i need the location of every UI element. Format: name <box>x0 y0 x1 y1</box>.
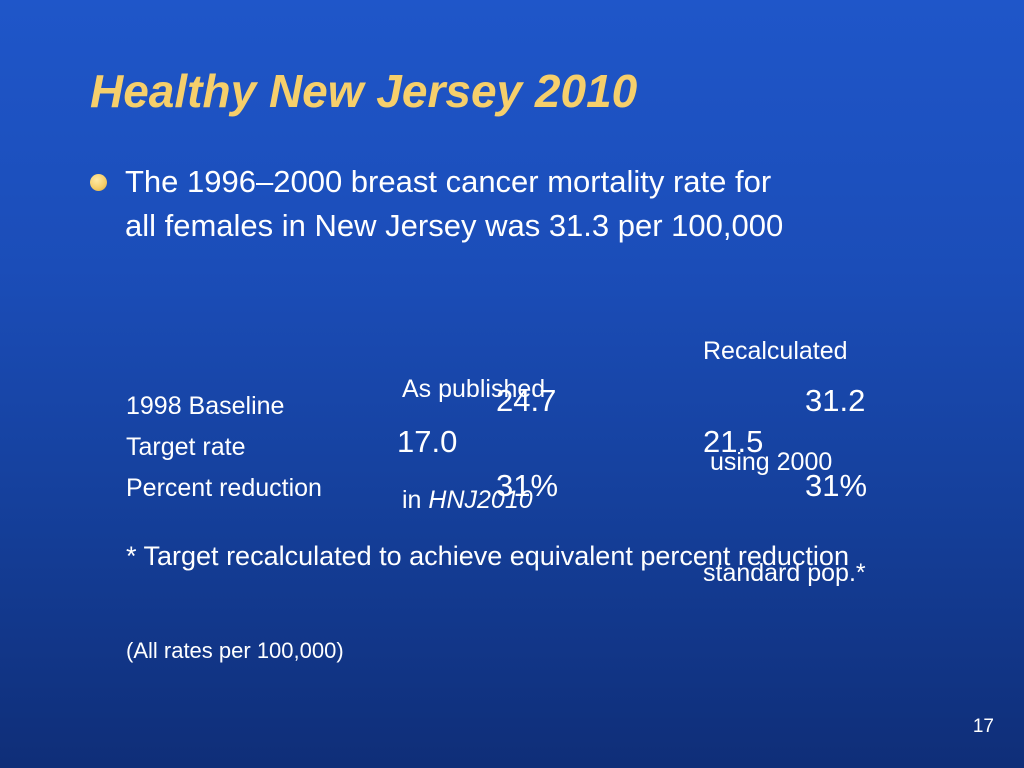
header-recalculated: Recalculated using 2000 standard pop.* <box>703 259 866 666</box>
value-baseline-published: 24.7 <box>496 383 557 418</box>
header-as-published: As published in HNJ2010 <box>402 297 545 593</box>
page-number: 17 <box>972 716 994 737</box>
bullet-line-2: all females in New Jersey was 31.3 per 1… <box>125 208 784 243</box>
bullet-line-1: The 1996–2000 breast cancer mortality ra… <box>125 164 772 199</box>
header-published-in: in <box>402 486 429 514</box>
value-target-recalculated: 21.5 <box>703 424 764 459</box>
value-baseline-recalculated: 31.2 <box>805 383 866 418</box>
header-recalc-line-2: using 2000 <box>703 448 833 476</box>
row-label-target: Target rate <box>126 433 246 461</box>
header-recalc-line-3: standard pop.* <box>703 559 866 587</box>
footnote: * Target recalculated to achieve equival… <box>126 541 849 571</box>
row-label-percent-reduction: Percent reduction <box>126 474 322 502</box>
row-label-baseline: 1998 Baseline <box>126 392 285 420</box>
slide-title: Healthy New Jersey 2010 <box>90 65 638 117</box>
value-target-published: 17.0 <box>397 424 458 459</box>
header-recalc-line-1: Recalculated <box>703 337 848 365</box>
value-reduction-recalculated: 31% <box>805 468 868 503</box>
header-published-source: HNJ2010 <box>428 486 533 514</box>
header-published-line-1: As published <box>402 375 546 403</box>
rates-note: (All rates per 100,000) <box>126 638 344 663</box>
bullet-text: The 1996–2000 breast cancer mortality ra… <box>125 160 995 248</box>
bullet-dot-icon <box>90 174 107 191</box>
header-published-line-2: in HNJ2010 <box>402 482 545 519</box>
value-reduction-published: 31% <box>496 468 559 503</box>
